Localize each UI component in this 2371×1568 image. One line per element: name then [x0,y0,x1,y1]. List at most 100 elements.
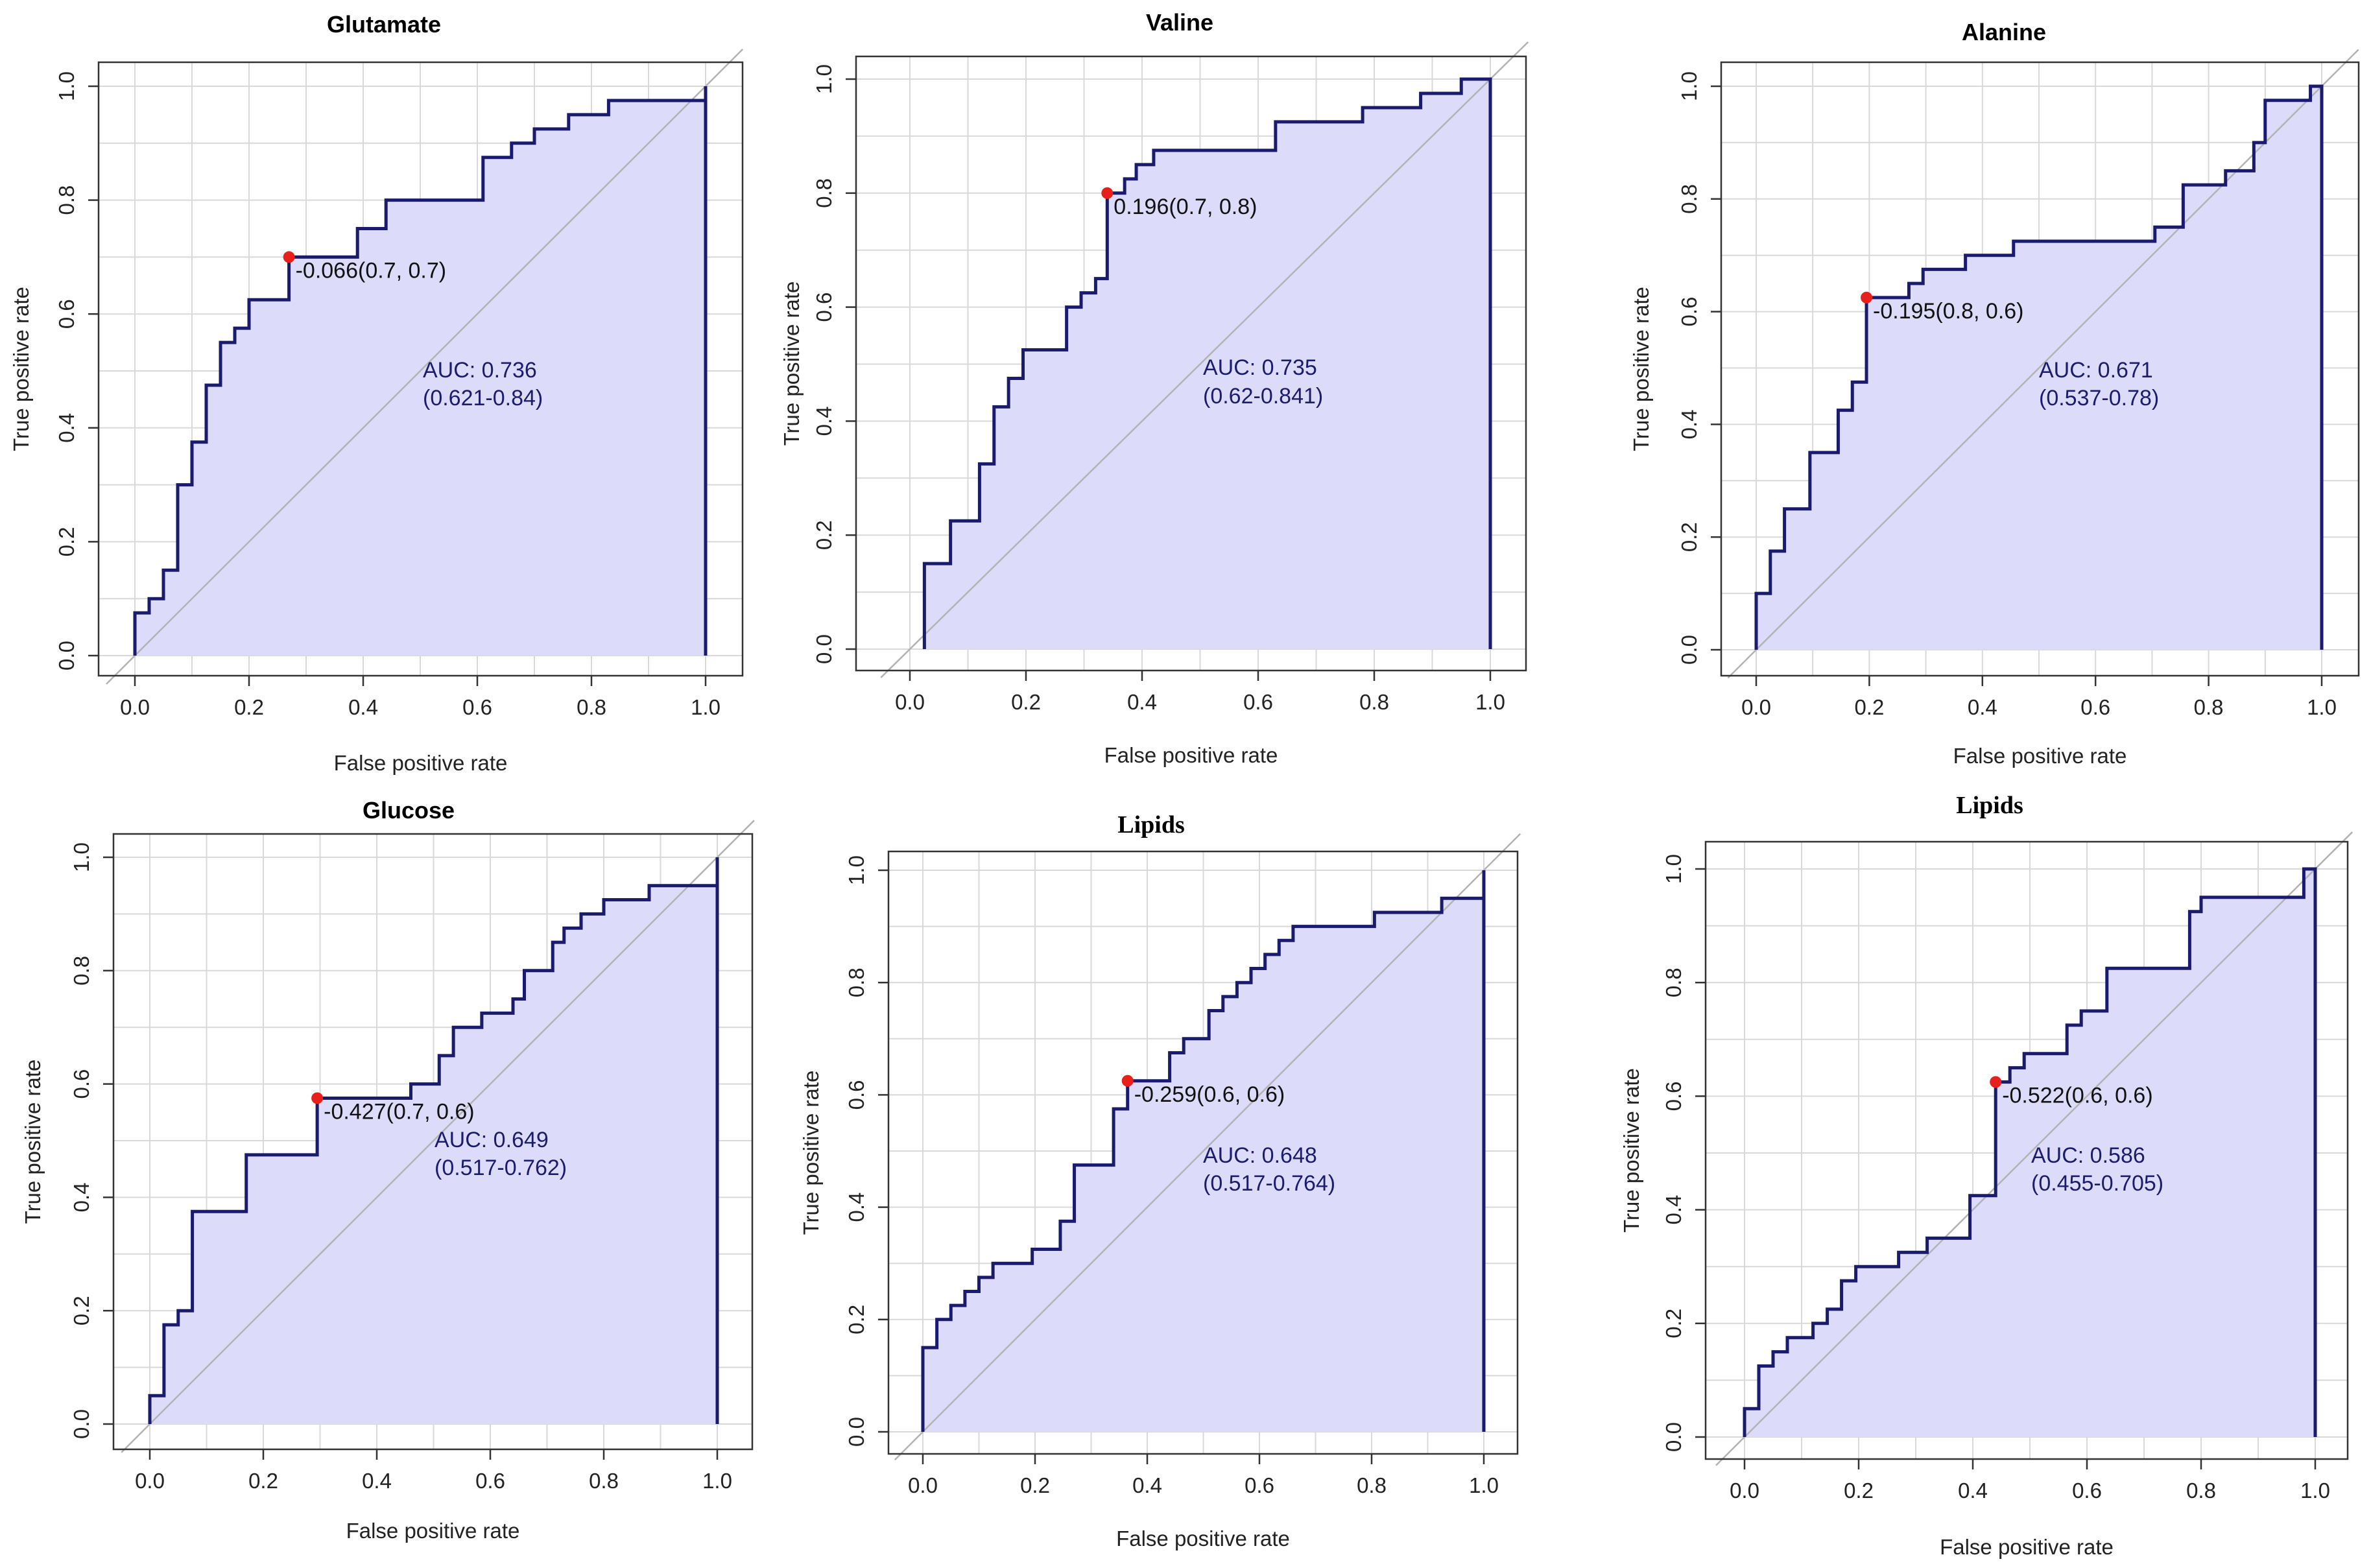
x-tick-label: 0.4 [1127,690,1157,714]
threshold-label: -0.259(0.6, 0.6) [1134,1082,1285,1107]
y-tick-label: 0.0 [812,634,836,664]
y-tick-label: 0.8 [844,968,868,997]
roc-curve [922,77,1492,649]
chance-diagonal [121,820,755,1453]
y-tick-label: 0.8 [1662,968,1686,997]
auc-label: AUC: 0.649 [435,1128,549,1152]
y-axis-label: True positive rate [21,1060,45,1224]
best-threshold-point [1121,1075,1134,1087]
plot-frame [97,61,744,677]
x-tick-label: 0.8 [2186,1479,2216,1503]
x-tick-label: 0.0 [1741,695,1771,719]
y-tick-label: 0.4 [1677,409,1701,439]
y-tick-label: 0.4 [1662,1195,1686,1225]
x-tick-label: 0.2 [1854,695,1884,719]
threshold-label: -0.522(0.6, 0.6) [2002,1084,2152,1108]
roc-panel-3: 0.0 0.2 0.4 0.6 0.8 1.0 0.0 0.2 0.4 0.6 0.8 1.0 Alan… [1629,19,2360,768]
y-tick-label: 0.8 [54,185,78,215]
y-tick-label: 0.6 [1662,1081,1686,1111]
x-tick-label: 0.0 [120,695,150,719]
best-threshold-point [1101,187,1114,199]
y-tick-label: 0.2 [844,1305,868,1335]
x-axis-label: False positive rate [1953,744,2127,768]
chart-title: Lipids [1117,811,1185,838]
threshold-label: -0.195(0.8, 0.6) [1873,299,2023,324]
x-tick-label: 0.8 [589,1469,619,1493]
y-tick-label: 0.4 [54,413,78,443]
chart-title: Glutamate [327,11,441,38]
y-tick-label: 0.8 [812,178,836,208]
y-axis-label: True positive rate [9,287,33,451]
x-tick-label: 0.0 [908,1473,938,1497]
x-tick-label: 1.0 [691,695,721,719]
y-tick-label: 0.0 [54,641,78,671]
x-tick-label: 1.0 [702,1469,732,1493]
roc-curve [921,870,1486,1432]
x-tick-label: 0.6 [462,695,492,719]
x-tick-label: 0.6 [2072,1479,2102,1503]
auc-ci-label: (0.517-0.764) [1203,1171,1335,1196]
auc-ci-label: (0.621-0.84) [423,386,543,410]
x-tick-label: 0.2 [248,1469,278,1493]
y-tick-label: 1.0 [69,842,93,872]
y-tick-label: 0.0 [69,1409,93,1439]
y-tick-label: 1.0 [844,855,868,885]
x-axis-label: False positive rate [1104,743,1278,767]
x-tick-label: 0.6 [2080,695,2110,719]
roc-panel-6: 0.0 0.2 0.4 0.6 0.8 1.0 0.0 0.2 0.4 0.6 0.8 1.0 Lipi… [1619,792,2353,1559]
x-tick-label: 0.2 [1844,1479,1874,1503]
y-tick-label: 0.4 [844,1193,868,1222]
y-tick-label: 0.8 [69,956,93,986]
chance-diagonal [1715,831,2353,1466]
x-tick-label: 0.6 [1245,1473,1274,1497]
x-tick-label: 0.4 [1968,695,1997,719]
x-tick-label: 1.0 [1469,1473,1499,1497]
y-axis-label: True positive rate [1619,1068,1643,1233]
y-tick-label: 0.2 [812,520,836,550]
best-threshold-point [1990,1076,2002,1088]
x-tick-label: 0.0 [135,1469,165,1493]
x-axis-label: False positive rate [1116,1526,1290,1550]
plot-frame [887,850,1519,1455]
auc-label: AUC: 0.735 [1203,355,1317,380]
roc-curve [1754,84,2324,650]
y-tick-label: 0.2 [69,1296,93,1325]
x-axis-label: False positive rate [334,751,508,775]
threshold-label: -0.066(0.7, 0.7) [296,258,446,283]
auc-ci-label: (0.455-0.705) [2031,1171,2163,1196]
roc-panel-5: 0.0 0.2 0.4 0.6 0.8 1.0 0.0 0.2 0.4 0.6 0.8 1.0 Lipi… [799,811,1521,1550]
y-tick-label: 1.0 [812,64,836,94]
x-tick-label: 0.8 [1357,1473,1387,1497]
x-tick-label: 0.8 [1359,690,1389,714]
roc-curve [148,857,719,1424]
chart-title: Valine [1146,9,1213,36]
y-tick-label: 0.6 [844,1080,868,1110]
auc-ci-label: (0.62-0.841) [1203,384,1323,409]
roc-panel-4: 0.0 0.2 0.4 0.6 0.8 1.0 0.0 0.2 0.4 0.6 0.8 1.0 Gluc… [21,797,755,1543]
y-tick-label: 1.0 [54,71,78,101]
y-tick-label: 0.0 [844,1417,868,1447]
x-tick-label: 0.4 [348,695,378,719]
plot-frame [855,55,1527,672]
y-tick-label: 1.0 [1662,854,1686,884]
x-tick-label: 0.8 [577,695,606,719]
roc-panel-2: 0.0 0.2 0.4 0.6 0.8 1.0 0.0 0.2 0.4 0.6 0.8 1.0 Vali… [780,9,1529,767]
y-tick-label: 0.0 [1677,635,1701,665]
y-axis-label: True positive rate [799,1071,823,1235]
best-threshold-point [311,1092,324,1104]
y-tick-label: 0.6 [69,1069,93,1099]
y-tick-label: 0.2 [54,527,78,556]
x-tick-label: 0.2 [234,695,264,719]
auc-label: AUC: 0.736 [423,358,537,383]
x-axis-label: False positive rate [346,1519,520,1543]
x-tick-label: 0.0 [1730,1479,1759,1503]
plot-frame [1704,840,2349,1460]
best-threshold-point [1861,291,1873,303]
x-tick-label: 0.2 [1011,690,1041,714]
x-tick-label: 0.8 [2194,695,2224,719]
auc-label: AUC: 0.586 [2031,1143,2145,1168]
x-axis-label: False positive rate [1940,1535,2114,1559]
x-tick-label: 1.0 [2307,695,2337,719]
y-tick-label: 0.6 [54,299,78,329]
plot-frame [112,833,754,1451]
